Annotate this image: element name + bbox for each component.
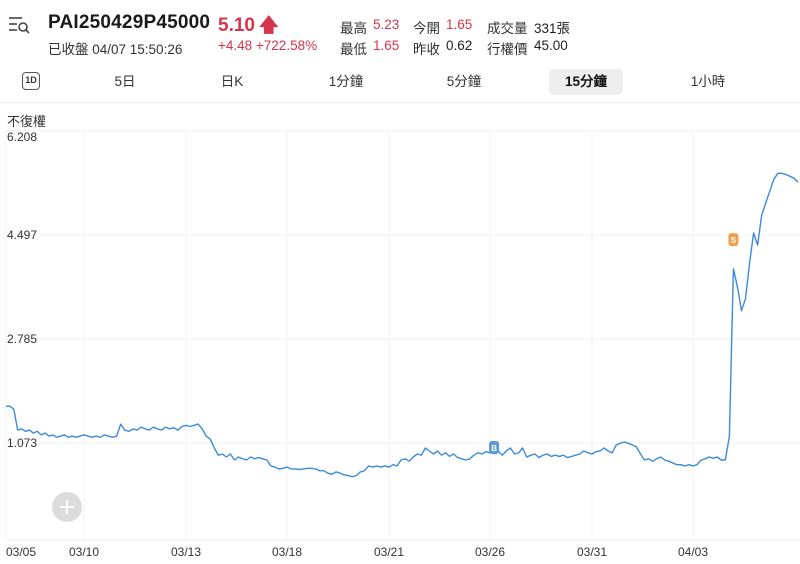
- strike-label: 行權價: [487, 42, 528, 57]
- adjustment-label[interactable]: 不復權: [7, 114, 47, 129]
- quote-header: PAI250429P45000 已收盤 04/07 15:50:26 5.10 🡅…: [0, 0, 800, 62]
- y-tick-label: 2.785: [7, 332, 38, 346]
- high-label: 最高: [340, 21, 367, 36]
- y-tick-label: 1.073: [7, 436, 38, 450]
- arrow-up-icon: 🡅: [258, 15, 279, 36]
- header-divider: [0, 102, 800, 103]
- tab-1d[interactable]: 1D: [22, 72, 40, 90]
- option-symbol: PAI250429P45000: [48, 12, 211, 33]
- open-label: 今開: [413, 21, 440, 36]
- open-value: 1.65: [446, 17, 473, 32]
- trade-marker-label: B: [491, 444, 497, 453]
- x-tick-label: 03/31: [576, 545, 608, 559]
- x-tick-label: 03/10: [68, 545, 100, 559]
- prev-close-label: 昨收: [413, 42, 440, 57]
- x-tick-label: 03/05: [6, 545, 37, 559]
- sell-marker: [728, 233, 739, 247]
- low-label: 最低: [340, 42, 367, 57]
- market-status: 已收盤 04/07 15:50:26: [48, 42, 183, 57]
- timeframe-tabs: 1D 5日 日K 1分鐘 5分鐘 15分鐘 1小時: [0, 68, 800, 98]
- strike-value: 45.00: [534, 38, 568, 53]
- y-tick-label: 4.497: [7, 228, 38, 242]
- x-tick-label: 03/13: [170, 545, 202, 559]
- tab-5-day[interactable]: 5日: [114, 74, 136, 89]
- trade-marker-label: S: [731, 236, 737, 245]
- y-tick-label: 6.208: [7, 130, 38, 144]
- last-price: 5.10 🡅: [218, 11, 279, 43]
- menu-search-icon[interactable]: [8, 14, 30, 36]
- tab-daily-k[interactable]: 日K: [220, 74, 244, 89]
- high-value: 5.23: [373, 17, 400, 32]
- x-tick-label: 03/26: [474, 545, 506, 559]
- x-tick-label: 04/03: [677, 545, 709, 559]
- tab-15-minute[interactable]: 15分鐘: [549, 69, 623, 95]
- volume-label: 成交量: [487, 21, 528, 36]
- volume-value: 331張: [534, 21, 571, 36]
- tab-1-minute[interactable]: 1分鐘: [328, 74, 364, 89]
- buy-marker: [489, 441, 500, 455]
- last-price-value: 5.10: [218, 15, 255, 36]
- low-value: 1.65: [373, 38, 400, 53]
- tab-5-minute[interactable]: 5分鐘: [446, 74, 482, 89]
- x-tick-label: 03/21: [373, 545, 405, 559]
- price-change: +4.48 +722.58%: [218, 38, 318, 53]
- prev-close-value: 0.62: [446, 38, 473, 53]
- x-tick-label: 03/18: [271, 545, 303, 559]
- add-indicator-button[interactable]: [52, 492, 82, 522]
- tab-1-hour[interactable]: 1小時: [690, 74, 726, 89]
- price-series-line: [6, 172, 799, 478]
